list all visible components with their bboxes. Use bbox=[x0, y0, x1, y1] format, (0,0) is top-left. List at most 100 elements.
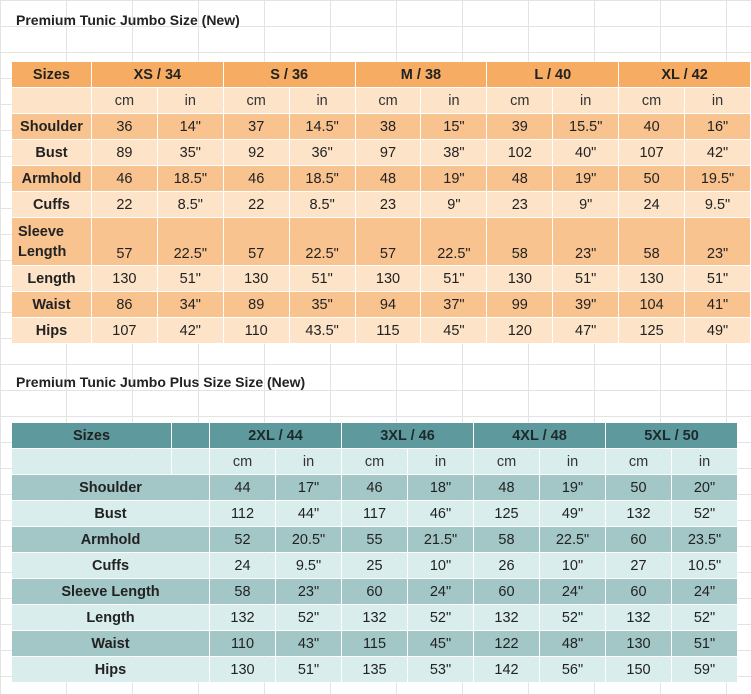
value-cell: 51" bbox=[671, 630, 738, 657]
value-cell: 117 bbox=[341, 500, 408, 527]
unit-spacer bbox=[11, 448, 172, 475]
value-cell: 99 bbox=[486, 291, 554, 318]
table-row: Cuffs 22 8.5" 22 8.5" 23 9" 23 9" 24 9.5" bbox=[11, 191, 751, 218]
row-label: Waist bbox=[11, 630, 210, 657]
value-cell: 39" bbox=[552, 291, 620, 318]
table-row: Bust 89 35" 92 36" 97 38" 102 40" 107 42" bbox=[11, 139, 751, 166]
value-cell: 19.5" bbox=[684, 165, 751, 192]
row-label: Shoulder bbox=[11, 113, 92, 140]
row-label: Waist bbox=[11, 291, 92, 318]
value-cell: 36" bbox=[288, 139, 356, 166]
value-cell: 41" bbox=[684, 291, 751, 318]
value-cell: 46" bbox=[407, 500, 474, 527]
value-cell: 44" bbox=[275, 500, 342, 527]
value-cell: 24" bbox=[407, 578, 474, 605]
value-cell: 97 bbox=[354, 139, 422, 166]
value-cell: 52 bbox=[209, 526, 276, 553]
row-label: Armhold bbox=[11, 526, 210, 553]
value-cell: 47" bbox=[552, 317, 620, 344]
unit-cell: in bbox=[552, 87, 620, 114]
row-label: Sleeve Length bbox=[11, 578, 210, 605]
value-cell: 25 bbox=[341, 552, 408, 579]
value-cell: 115 bbox=[354, 317, 422, 344]
value-cell: 130 bbox=[90, 265, 158, 292]
value-cell: 19" bbox=[552, 165, 620, 192]
value-cell: 52" bbox=[671, 500, 738, 527]
value-cell: 55 bbox=[341, 526, 408, 553]
value-cell: 107 bbox=[618, 139, 686, 166]
value-cell: 22 bbox=[90, 191, 158, 218]
value-cell: 115 bbox=[341, 630, 408, 657]
value-cell: 48" bbox=[539, 630, 606, 657]
row-label: Bust bbox=[11, 500, 210, 527]
table-row: Cuffs 24 9.5" 25 10" 26 10" 27 10.5" bbox=[11, 552, 738, 579]
value-cell: 23.5" bbox=[671, 526, 738, 553]
value-cell: 51" bbox=[420, 265, 488, 292]
value-cell: 94 bbox=[354, 291, 422, 318]
row-label: Bust bbox=[11, 139, 92, 166]
table-row: Shoulder 36 14" 37 14.5" 38 15" 39 15.5" 40 16" bbox=[11, 113, 751, 140]
value-cell: 57 bbox=[90, 217, 158, 266]
value-cell: 24" bbox=[539, 578, 606, 605]
value-cell: 53" bbox=[407, 656, 474, 683]
value-cell: 35" bbox=[156, 139, 224, 166]
unit-cell: cm bbox=[354, 87, 422, 114]
sizes-header: Sizes bbox=[11, 422, 172, 449]
value-cell: 57 bbox=[354, 217, 422, 266]
value-cell: 38 bbox=[354, 113, 422, 140]
value-cell: 52" bbox=[275, 604, 342, 631]
size-header: S / 36 bbox=[222, 61, 356, 88]
size-chart-jumbo-plus: Sizes 2XL / 44 3XL / 46 4XL / 48 5XL / 50 cm i… bbox=[11, 422, 738, 683]
value-cell: 22.5" bbox=[420, 217, 488, 266]
value-cell: 132 bbox=[473, 604, 540, 631]
value-cell: 104 bbox=[618, 291, 686, 318]
unit-cell: cm bbox=[209, 448, 276, 475]
unit-spacer bbox=[171, 448, 210, 475]
value-cell: 130 bbox=[354, 265, 422, 292]
value-cell: 9.5" bbox=[684, 191, 751, 218]
value-cell: 27 bbox=[605, 552, 672, 579]
row-label: Cuffs bbox=[11, 552, 210, 579]
value-cell: 51" bbox=[156, 265, 224, 292]
value-cell: 23 bbox=[354, 191, 422, 218]
value-cell: 122 bbox=[473, 630, 540, 657]
value-cell: 58 bbox=[473, 526, 540, 553]
table-row: Sleeve Length 57 22.5" 57 22.5" 57 22.5" 58 23" 5… bbox=[11, 217, 751, 266]
value-cell: 132 bbox=[209, 604, 276, 631]
table2-unit-row: cm in cm in cm in cm in bbox=[11, 448, 738, 475]
size-header: 2XL / 44 bbox=[209, 422, 342, 449]
row-label: Shoulder bbox=[11, 474, 210, 501]
value-cell: 58 bbox=[618, 217, 686, 266]
unit-cell: in bbox=[671, 448, 738, 475]
table1-header-row: Sizes XS / 34 S / 36 M / 38 L / 40 XL / 42 bbox=[11, 61, 751, 88]
value-cell: 142 bbox=[473, 656, 540, 683]
value-cell: 35" bbox=[288, 291, 356, 318]
value-cell: 23" bbox=[275, 578, 342, 605]
table-row: Armhold 52 20.5" 55 21.5" 58 22.5" 60 23.5" bbox=[11, 526, 738, 553]
value-cell: 89 bbox=[90, 139, 158, 166]
unit-cell: in bbox=[275, 448, 342, 475]
value-cell: 132 bbox=[605, 500, 672, 527]
value-cell: 9" bbox=[420, 191, 488, 218]
unit-cell: cm bbox=[473, 448, 540, 475]
value-cell: 89 bbox=[222, 291, 290, 318]
value-cell: 43.5" bbox=[288, 317, 356, 344]
unit-cell: in bbox=[407, 448, 474, 475]
value-cell: 9" bbox=[552, 191, 620, 218]
value-cell: 86 bbox=[90, 291, 158, 318]
value-cell: 60 bbox=[605, 578, 672, 605]
value-cell: 51" bbox=[684, 265, 751, 292]
value-cell: 10" bbox=[539, 552, 606, 579]
row-label: Cuffs bbox=[11, 191, 92, 218]
value-cell: 50 bbox=[605, 474, 672, 501]
value-cell: 43" bbox=[275, 630, 342, 657]
value-cell: 15" bbox=[420, 113, 488, 140]
table-row: Hips 130 51" 135 53" 142 56" 150 59" bbox=[11, 656, 738, 683]
value-cell: 15.5" bbox=[552, 113, 620, 140]
value-cell: 130 bbox=[605, 630, 672, 657]
value-cell: 37" bbox=[420, 291, 488, 318]
value-cell: 102 bbox=[486, 139, 554, 166]
value-cell: 45" bbox=[407, 630, 474, 657]
value-cell: 16" bbox=[684, 113, 751, 140]
value-cell: 60 bbox=[605, 526, 672, 553]
